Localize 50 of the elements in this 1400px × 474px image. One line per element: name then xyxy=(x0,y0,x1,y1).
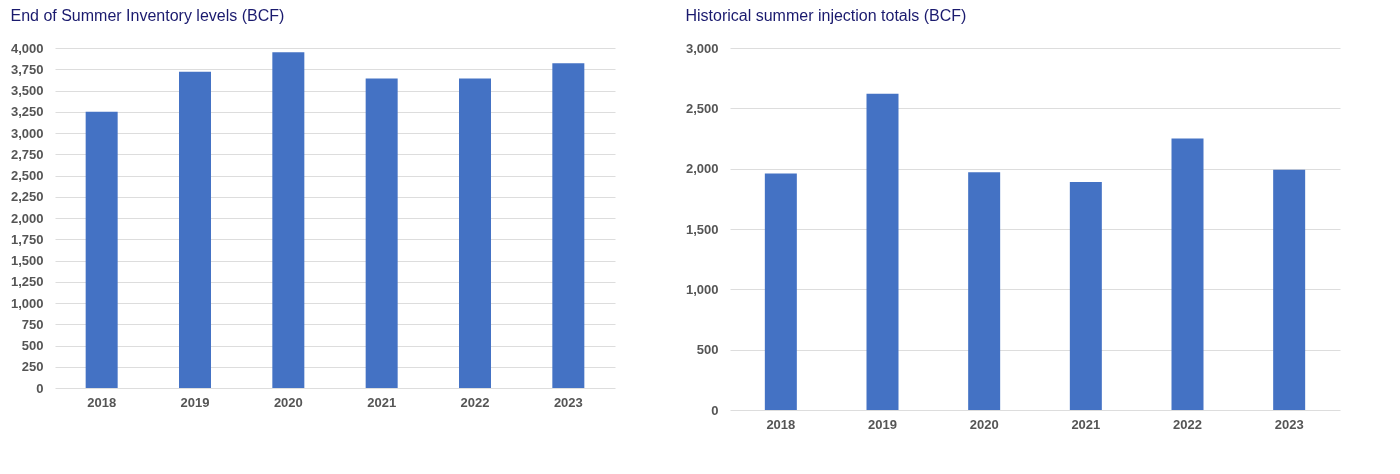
x-tick-label: 2023 xyxy=(553,394,583,410)
y-tick-label: 2,000 xyxy=(685,161,719,177)
chart-title: End of Summer Inventory levels (BCF) xyxy=(10,7,285,24)
bar xyxy=(1171,138,1204,410)
x-tick-label: 2023 xyxy=(1274,416,1304,432)
bar xyxy=(179,71,211,388)
bar xyxy=(1273,169,1306,410)
y-tick-label: 3,000 xyxy=(10,125,44,141)
x-tick-label: 2018 xyxy=(87,394,117,410)
y-tick-label: 0 xyxy=(36,380,44,396)
x-tick-label: 2019 xyxy=(180,394,210,410)
x-tick-label: 2018 xyxy=(766,416,796,432)
y-tick-label: 1,500 xyxy=(10,253,44,268)
y-tick-label: 2,250 xyxy=(10,189,44,205)
y-tick-label: 2,500 xyxy=(10,168,44,183)
x-tick-label: 2020 xyxy=(273,394,303,410)
y-tick-label: 250 xyxy=(21,359,44,375)
y-tick-label: 2,750 xyxy=(10,146,44,162)
bar xyxy=(764,173,797,410)
bar xyxy=(272,52,305,388)
bar xyxy=(968,172,1001,410)
y-tick-label: 3,500 xyxy=(10,83,44,98)
x-tick-label: 2020 xyxy=(969,416,999,432)
x-tick-label: 2022 xyxy=(1173,416,1202,432)
y-tick-label: 500 xyxy=(696,342,719,358)
bar xyxy=(365,78,398,388)
y-tick-label: 1,250 xyxy=(10,274,44,290)
y-tick-label: 500 xyxy=(21,338,44,353)
y-tick-label: 3,250 xyxy=(10,104,44,120)
y-tick-label: 2,000 xyxy=(10,210,44,226)
y-tick-label: 1,500 xyxy=(685,221,719,237)
bar xyxy=(866,93,899,410)
y-tick-label: 0 xyxy=(711,402,719,418)
bar xyxy=(1069,181,1102,410)
chart-title: Historical summer injection totals (BCF) xyxy=(685,7,967,24)
y-tick-label: 3,750 xyxy=(10,61,44,77)
y-tick-label: 1,750 xyxy=(10,231,44,247)
y-tick-label: 3,000 xyxy=(685,40,719,56)
y-tick-label: 4,000 xyxy=(10,40,44,56)
y-tick-label: 750 xyxy=(21,316,44,332)
y-tick-label: 1,000 xyxy=(685,281,719,297)
x-tick-label: 2021 xyxy=(367,394,397,410)
x-tick-label: 2019 xyxy=(868,416,897,432)
bar xyxy=(552,63,585,388)
bar xyxy=(85,111,118,388)
y-tick-label: 1,000 xyxy=(10,295,44,311)
bar xyxy=(459,78,491,388)
x-tick-label: 2022 xyxy=(460,394,490,410)
y-tick-label: 2,500 xyxy=(685,100,719,116)
x-tick-label: 2021 xyxy=(1071,416,1101,432)
